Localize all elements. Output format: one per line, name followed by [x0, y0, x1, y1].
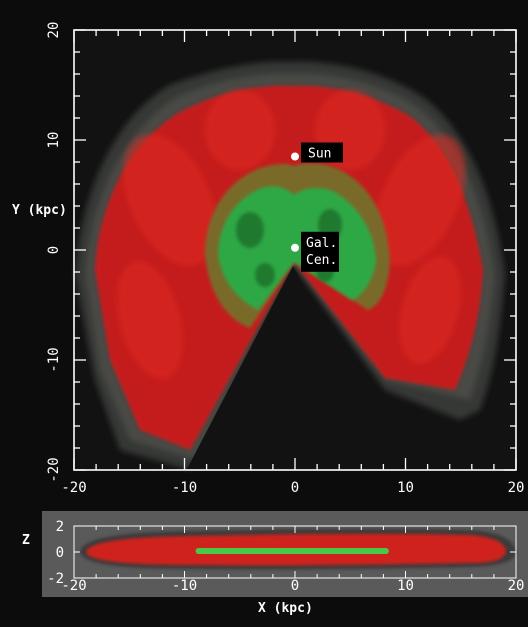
sun-label: Sun: [308, 147, 331, 162]
top-panel: -20 -10 0 10 20 -20 -10 0 10 20 Sun Gal. Cen. Y (…: [12, 22, 524, 496]
x-tick-label: -10: [172, 578, 197, 594]
y-tick-label: 0: [46, 246, 62, 254]
z-tick-label: 0: [56, 545, 64, 561]
bottom-ticks: [73, 525, 517, 579]
x-tick-label: -20: [61, 480, 86, 496]
x-axis-label: X (kpc): [258, 601, 313, 616]
disk-green-band: [195, 548, 389, 554]
x-tick-label: 10: [397, 578, 414, 594]
z-tick-label: -2: [47, 571, 64, 587]
x-tick-label: -20: [61, 578, 86, 594]
no-data-wedge: [186, 266, 401, 471]
y-tick-label: -10: [46, 347, 62, 372]
galactic-center-label-line2: Cen.: [306, 253, 337, 268]
sun-marker: [291, 152, 299, 161]
red-streaks: [117, 90, 466, 379]
x-tick-label: 0: [291, 578, 299, 594]
sun-label-box: [301, 142, 343, 163]
top-ticks: [73, 29, 517, 471]
y-tick-label: -20: [46, 457, 62, 482]
y-axis-label: Y (kpc): [12, 203, 67, 218]
z-axis-label: Z: [22, 533, 30, 548]
galactic-center-label-line1: Gal.: [306, 236, 337, 251]
galactic-center-marker: [291, 243, 299, 252]
y-tick-label: 10: [46, 132, 62, 149]
x-tick-label: 20: [508, 480, 525, 496]
galactic-center-label-box: [301, 231, 339, 272]
top-tick-labels: -20 -10 0 10 20 -20 -10 0 10 20: [46, 22, 524, 496]
z-tick-label: 2: [56, 519, 64, 535]
x-tick-label: -10: [172, 480, 197, 496]
x-tick-label: 0: [291, 480, 299, 496]
x-tick-label: 20: [508, 578, 525, 594]
y-tick-label: 20: [46, 22, 62, 39]
x-tick-label: 10: [397, 480, 414, 496]
